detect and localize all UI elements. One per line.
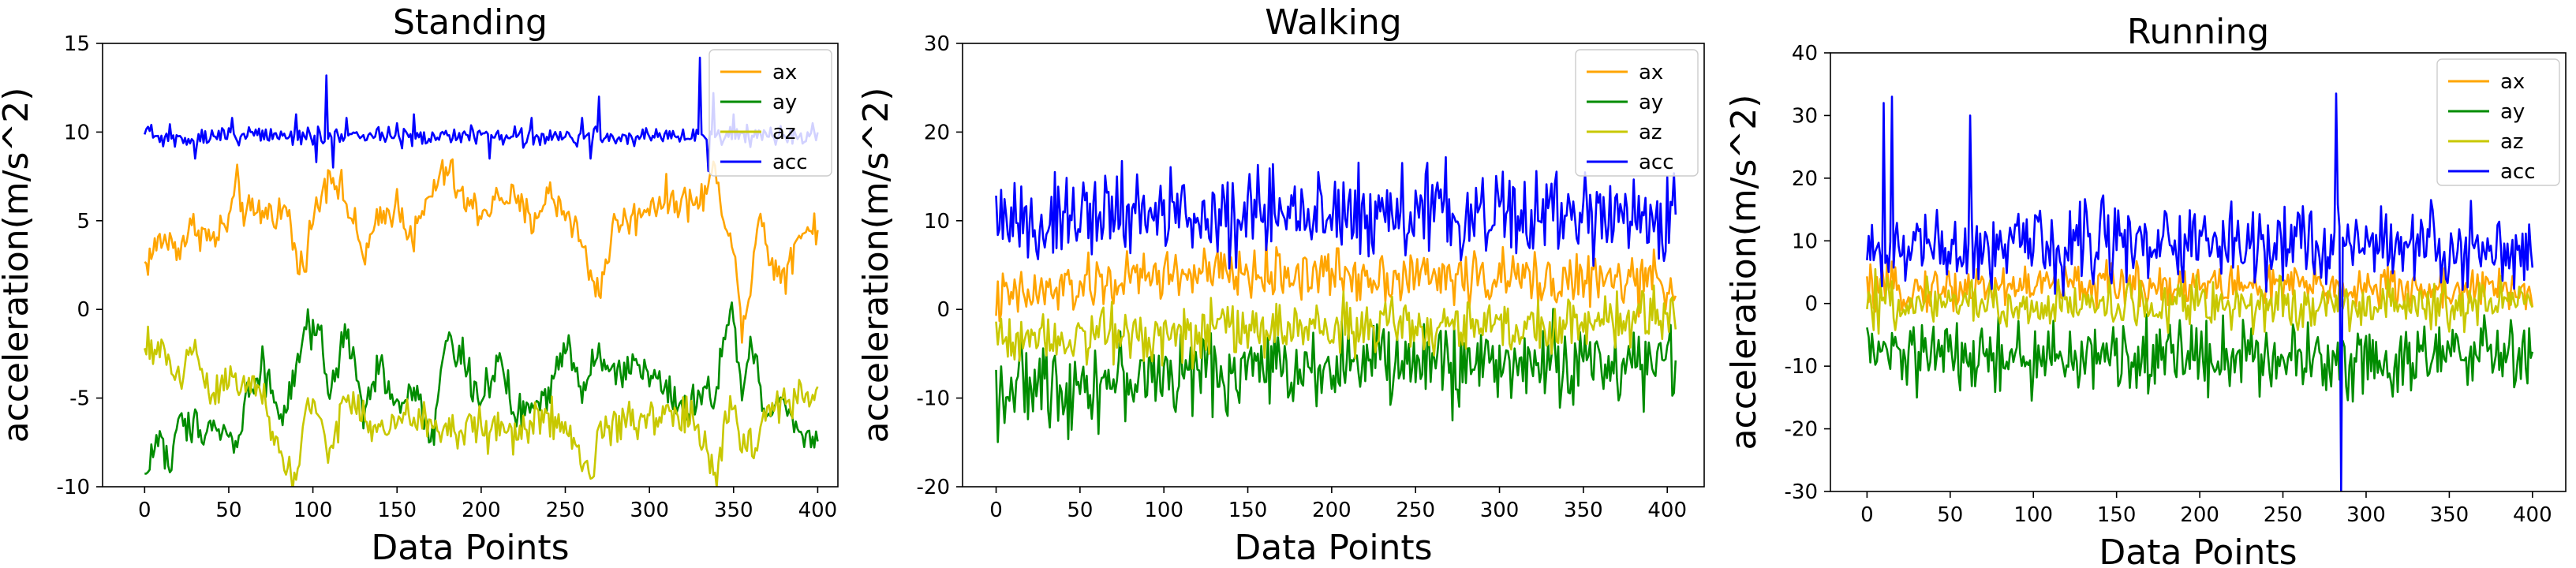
chart-title: Standing: [393, 2, 548, 43]
x-axis-label: Data Points: [2099, 532, 2297, 568]
x-tick-label: 400: [2513, 503, 2552, 527]
legend-box: [1575, 49, 1699, 177]
series-line-ay: [1866, 313, 2534, 403]
x-tick-label: 0: [1860, 503, 1874, 527]
x-tick-label: 250: [2264, 503, 2303, 527]
plot-lines: [995, 155, 1677, 443]
series-line-ay: [995, 308, 1677, 443]
series-line-ay: [144, 301, 819, 475]
chart-standing: 0 50 100 150 200 250 300 350 400 -10 -5 0 5 10 15 Data …: [0, 2, 839, 568]
plot-frame: [962, 43, 1705, 488]
y-tick-label: -20: [917, 476, 950, 499]
series-line-ax: [995, 237, 1677, 323]
x-tick-label: 300: [1480, 499, 1520, 522]
y-tick-label: 10: [1792, 230, 1818, 253]
legend-label-az: az: [2500, 130, 2524, 154]
y-axis-label: acceleration(m/s^2): [0, 88, 36, 443]
x-tick-label: 350: [2430, 503, 2469, 527]
y-tick-label: 20: [1792, 167, 1818, 191]
y-tick-label: 30: [924, 32, 950, 56]
y-tick-label: 10: [64, 121, 90, 144]
y-tick-label: 15: [64, 32, 90, 56]
y-tick-label: -20: [1785, 418, 1818, 442]
legend-label-ay: ay: [2500, 100, 2525, 124]
x-axis-label: Data Points: [371, 528, 569, 568]
y-tick-label: -5: [69, 387, 90, 411]
x-tick-label: 150: [2097, 503, 2137, 527]
x-tick-label: 0: [138, 499, 151, 522]
x-tick-label: 200: [1312, 499, 1352, 522]
x-tick-label: 50: [215, 499, 241, 522]
plot-lines: [144, 56, 819, 487]
y-tick-label: 5: [77, 210, 90, 234]
x-tick-label: 350: [1564, 499, 1603, 522]
y-tick-label: 0: [77, 298, 90, 322]
plot-frame: [1830, 52, 2567, 492]
x-tick-label: 50: [1067, 499, 1093, 522]
y-axis-label: acceleration(m/s^2): [856, 88, 896, 443]
x-axis-label: Data Points: [1234, 528, 1432, 568]
x-tick-label: 100: [1144, 499, 1183, 522]
y-tick-label: -10: [917, 387, 950, 411]
legend: ax ay az acc: [2436, 58, 2560, 186]
chart-title: Walking: [1265, 2, 1401, 43]
x-tick-label: 350: [714, 499, 753, 522]
legend-label-ax: ax: [1639, 61, 1663, 84]
legend: ax ay az acc: [1575, 49, 1699, 177]
legend-label-acc: acc: [772, 151, 808, 174]
y-tick-label: 0: [1804, 293, 1818, 316]
legend-label-acc: acc: [2500, 160, 2536, 184]
plot-lines: [1866, 92, 2534, 491]
x-tick-label: 250: [1396, 499, 1435, 522]
y-tick-label: 20: [924, 121, 950, 144]
x-tick-label: 150: [377, 499, 417, 522]
legend-label-acc: acc: [1639, 151, 1674, 174]
x-tick-label: 300: [630, 499, 669, 522]
series-line-az: [144, 325, 819, 487]
plot-frame: [102, 43, 839, 488]
x-tick-label: 150: [1228, 499, 1268, 522]
legend: ax ay az acc: [708, 49, 832, 177]
x-tick-label: 400: [1647, 499, 1687, 522]
y-tick-label: -10: [1785, 355, 1818, 379]
x-tick-label: 0: [989, 499, 1003, 522]
chart-title: Running: [2127, 12, 2269, 52]
x-tick-label: 300: [2346, 503, 2386, 527]
legend-box: [708, 49, 832, 177]
legend-label-ax: ax: [2500, 70, 2525, 94]
y-axis-label: acceleration(m/s^2): [1724, 95, 1764, 450]
y-tick-label: -30: [1785, 480, 1818, 504]
series-line-ax: [144, 158, 819, 344]
series-line-acc: [144, 56, 819, 173]
series-line-acc: [995, 155, 1677, 270]
chart-running: 0 50 100 150 200 250 300 350 400 -30 -20 -10 0 10 20 30…: [1724, 12, 2567, 568]
series-line-acc: [1866, 92, 2534, 491]
x-tick-label: 100: [293, 499, 333, 522]
chart-walking: 0 50 100 150 200 250 300 350 400 -20 -10 0 10 20 30 Dat…: [856, 2, 1705, 568]
x-tick-label: 250: [546, 499, 585, 522]
x-tick-label: 100: [2013, 503, 2053, 527]
y-tick-label: -10: [57, 476, 90, 499]
legend-label-ay: ay: [1639, 91, 1663, 114]
y-tick-label: 0: [937, 298, 950, 322]
x-tick-label: 400: [798, 499, 838, 522]
legend-label-az: az: [1639, 121, 1662, 144]
legend-label-az: az: [772, 121, 796, 144]
legend-box: [2436, 58, 2560, 186]
x-tick-label: 200: [462, 499, 501, 522]
x-tick-label: 50: [1937, 503, 1963, 527]
legend-label-ax: ax: [772, 61, 797, 84]
y-tick-label: 40: [1792, 42, 1818, 65]
legend-label-ay: ay: [772, 91, 797, 114]
y-tick-label: 10: [924, 210, 950, 234]
series-line-az: [1866, 267, 2533, 335]
y-tick-label: 30: [1792, 104, 1818, 128]
x-tick-label: 200: [2180, 503, 2219, 527]
series-line-az: [995, 284, 1677, 370]
